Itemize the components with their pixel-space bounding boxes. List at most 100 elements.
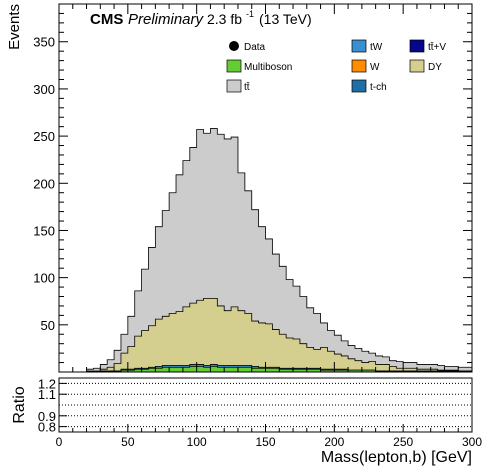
bar-dy-49 — [396, 368, 404, 372]
bar-tt-59 — [465, 367, 473, 372]
legend-swatch-ttv — [409, 39, 425, 53]
bar-tt-26 — [237, 172, 246, 372]
bar-dy-48 — [389, 366, 397, 372]
bar-tt-36 — [306, 307, 315, 372]
bar-dy-15 — [162, 316, 170, 372]
bar-multiboson-32 — [279, 369, 287, 372]
bar-multiboson-21 — [203, 367, 211, 372]
bar-tt-23 — [217, 134, 225, 372]
legend-swatch-w — [351, 59, 367, 73]
y-tick-label-150: 150 — [33, 223, 55, 238]
bar-dy-28 — [251, 321, 260, 372]
bar-multiboson-43 — [354, 370, 363, 372]
bar-dy-14 — [155, 319, 163, 372]
bar-dy-32 — [279, 334, 287, 372]
bar-multiboson-45 — [368, 370, 377, 372]
bar-multiboson-41 — [341, 370, 349, 372]
bar-tt-19 — [189, 147, 198, 372]
bar-multiboson-31 — [272, 368, 280, 372]
bar-multiboson-27 — [244, 367, 253, 372]
bar-multiboson-38 — [320, 370, 328, 372]
bar-dy-22 — [210, 298, 218, 372]
legend-data-marker — [229, 41, 239, 51]
bar-tt-55 — [437, 365, 445, 372]
bar-multiboson-14 — [155, 368, 163, 372]
bar-multiboson-26 — [237, 367, 246, 372]
bar-multiboson-19 — [189, 366, 198, 372]
bar-tt-34 — [293, 286, 301, 372]
bar-multiboson-42 — [348, 370, 356, 372]
bar-tt-11 — [134, 290, 142, 372]
bar-tt-8 — [114, 350, 122, 372]
bar-tt-53 — [423, 364, 432, 372]
bar-dy-10 — [127, 346, 136, 372]
x-tick-label-50: 50 — [121, 435, 135, 449]
bar-multiboson-12 — [141, 369, 149, 372]
bar-multiboson-16 — [169, 367, 177, 372]
bar-tt-54 — [430, 364, 438, 372]
x-tick-label-150: 150 — [255, 435, 275, 449]
bar-tt-50 — [403, 362, 411, 372]
x-tick-label-300: 300 — [462, 435, 482, 449]
bar-tt-25 — [231, 137, 239, 372]
y-tick-label-50: 50 — [41, 318, 55, 333]
bar-dy-16 — [169, 313, 177, 372]
bar-tt-49 — [396, 361, 404, 372]
bar-multiboson-39 — [327, 370, 335, 372]
x-axis-main-ticks — [58, 4, 473, 372]
bar-multiboson-22 — [210, 366, 218, 372]
ratio-tick-label-1.1: 1.1 — [38, 387, 56, 402]
bar-tt-32 — [279, 266, 287, 372]
bar-dy-12 — [141, 330, 149, 372]
ratio-tick-label-1.2: 1.2 — [38, 376, 56, 391]
bar-dy-40 — [334, 354, 342, 372]
bar-tt-16 — [169, 192, 177, 372]
bar-tt-13 — [148, 247, 156, 372]
bar-multiboson-36 — [306, 369, 315, 372]
bar-tt-21 — [203, 133, 211, 372]
bar-dy-36 — [306, 347, 315, 372]
bar-tt-22 — [210, 128, 218, 372]
bar-dy-9 — [120, 353, 129, 372]
bar-tt-51 — [410, 362, 418, 372]
bar-tt-4 — [86, 369, 94, 372]
bar-dy-44 — [361, 362, 370, 372]
bar-tt-29 — [258, 226, 266, 372]
legend-swatch-tch — [351, 79, 367, 93]
bar-tt-5 — [93, 368, 101, 372]
preliminary-label: Preliminary — [128, 11, 205, 28]
bar-dy-8 — [114, 363, 122, 372]
y-axis-title-main: Events — [6, 4, 23, 50]
cms-label: CMS — [90, 11, 123, 28]
bar-multiboson-25 — [231, 367, 239, 372]
bar-multiboson-35 — [299, 369, 308, 372]
bar-dy-11 — [134, 336, 142, 372]
bar-dy-46 — [375, 364, 383, 372]
y-tick-label-200: 200 — [33, 176, 55, 191]
bar-tt-31 — [272, 254, 280, 372]
x-tick-label-0: 0 — [56, 435, 63, 449]
legend-label-tw: tW — [370, 42, 383, 53]
legend-label-ttbar: tt̄ — [244, 81, 250, 93]
bar-tt-12 — [141, 269, 149, 372]
bar-dy-7 — [107, 367, 115, 372]
bar-dy-45 — [368, 361, 377, 372]
bar-dy-50 — [403, 368, 411, 372]
bar-dy-29 — [258, 322, 266, 372]
legend-swatch-multiboson — [226, 59, 242, 73]
bar-dy-35 — [299, 343, 308, 372]
bar-tt-44 — [361, 351, 370, 372]
bar-tt-18 — [182, 160, 191, 372]
bar-dy-25 — [231, 306, 239, 372]
bar-dy-41 — [341, 355, 349, 372]
bar-multiboson-18 — [182, 367, 191, 372]
legend-swatch-tw — [351, 39, 367, 53]
bar-multiboson-23 — [217, 367, 225, 372]
x-tick-label-250: 250 — [393, 435, 413, 449]
bar-dy-39 — [327, 351, 335, 372]
bar-multiboson-30 — [265, 368, 273, 372]
ratio-tick-label-0.9: 0.9 — [38, 409, 56, 424]
bar-tt-46 — [375, 355, 383, 372]
bar-dy-23 — [217, 305, 225, 372]
legend-label-tch: t-ch — [370, 82, 387, 93]
